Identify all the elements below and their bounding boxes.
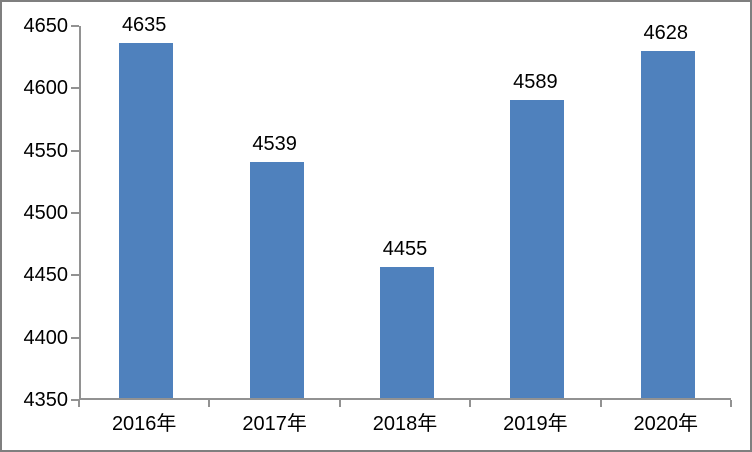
y-tick-mark (71, 399, 79, 401)
x-axis-label: 2018年 (372, 413, 438, 435)
x-tick-mark (208, 400, 211, 407)
data-label: 4628 (643, 22, 689, 45)
data-label: 4455 (382, 238, 428, 261)
y-tick-mark (71, 149, 79, 152)
bar-2017年 (249, 162, 304, 398)
x-tick-mark (338, 400, 341, 407)
y-tick-label: 4400 (23, 326, 69, 349)
y-tick-label: 4550 (23, 139, 69, 162)
y-tick-label: 4350 (23, 389, 69, 411)
x-tick-mark (730, 400, 732, 407)
bar-2019年 (510, 100, 565, 398)
bar-2016年 (119, 42, 174, 398)
y-tick-mark (71, 25, 79, 27)
y-tick-mark (71, 212, 79, 214)
x-tick-mark (599, 400, 602, 407)
data-label: 4589 (513, 71, 558, 94)
y-tick-label: 4500 (23, 202, 69, 224)
x-tick-mark (78, 400, 80, 407)
data-label: 4539 (252, 133, 297, 156)
x-axis-label: 2019年 (503, 413, 568, 435)
x-axis-label: 2016年 (111, 413, 177, 435)
data-label: 4635 (121, 13, 167, 36)
y-tick-label: 4450 (23, 264, 69, 287)
y-tick-label: 4600 (23, 77, 69, 100)
y-tick-mark (71, 336, 79, 339)
y-tick-mark (71, 274, 79, 277)
bar-2018年 (380, 267, 434, 398)
y-tick-mark (71, 87, 79, 90)
x-axis-label: 2017年 (242, 413, 307, 435)
plot-area (79, 26, 731, 400)
bar-2020年 (640, 51, 695, 398)
x-tick-mark (469, 400, 472, 407)
y-tick-label: 4650 (23, 15, 69, 37)
x-axis-label: 2020年 (633, 413, 699, 435)
